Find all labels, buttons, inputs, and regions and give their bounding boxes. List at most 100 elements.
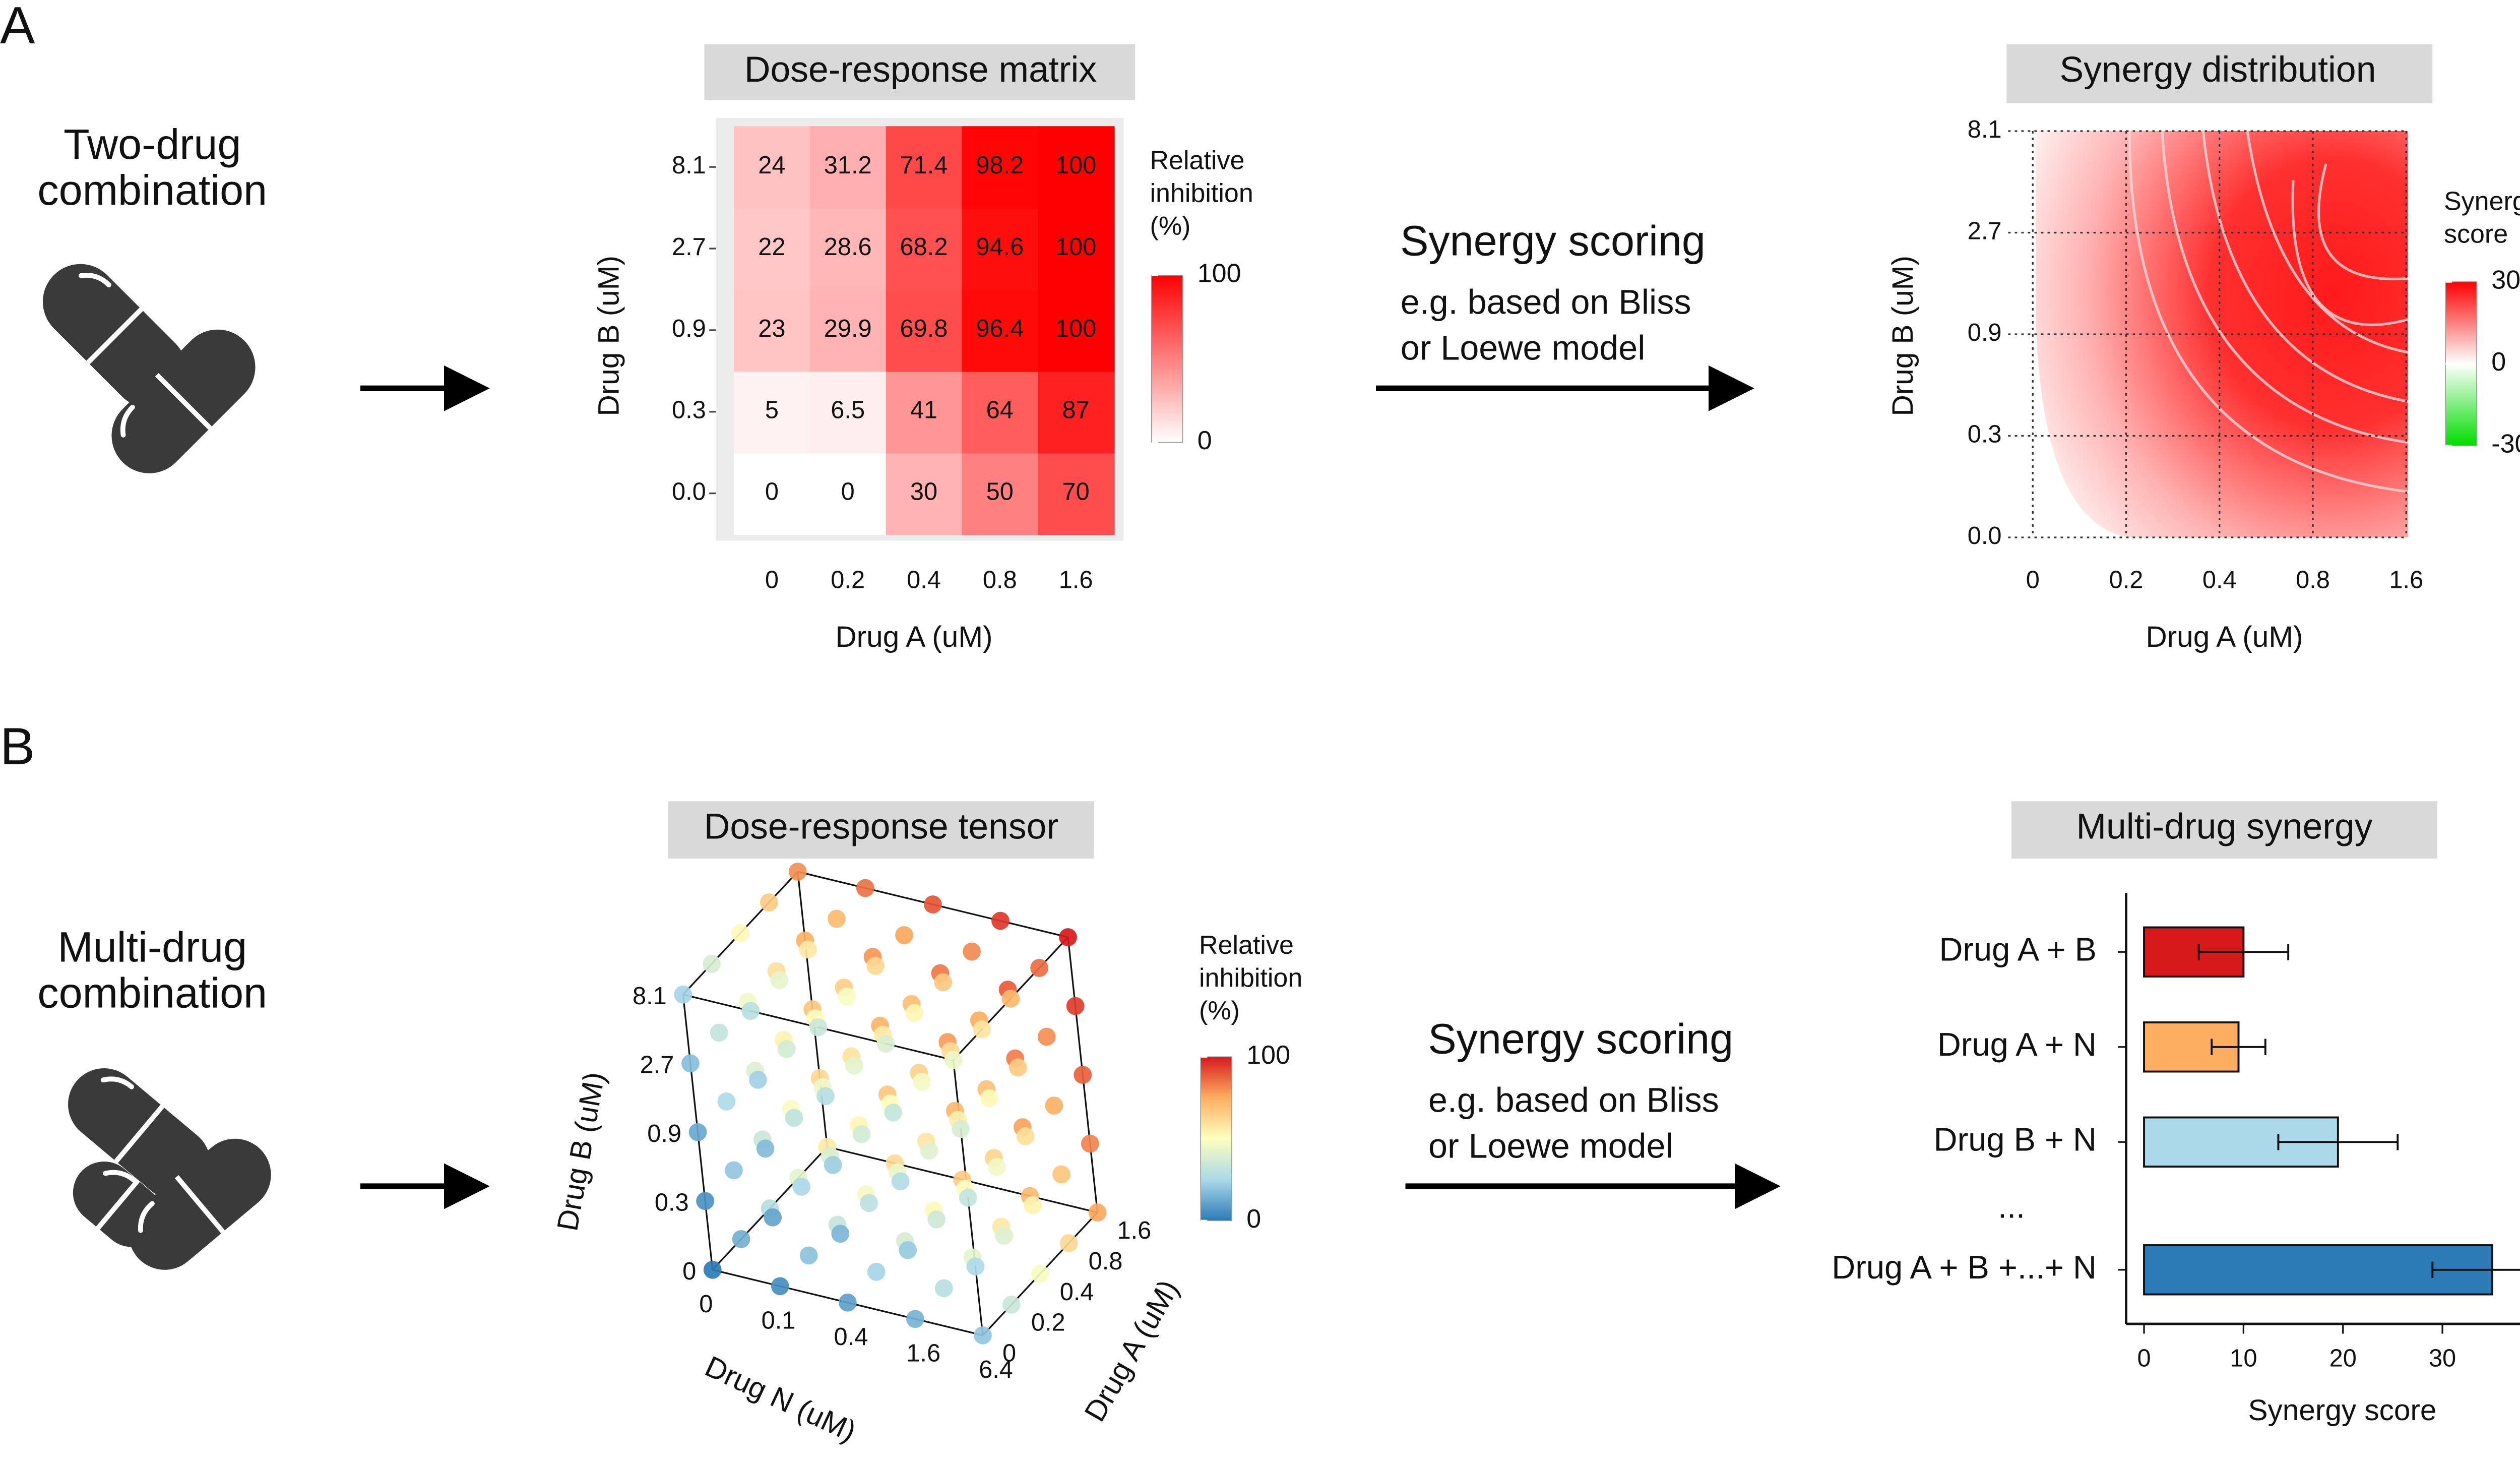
tensor-point (799, 1246, 818, 1265)
pill (111, 329, 256, 473)
tensor-point (913, 1072, 931, 1091)
heat-cell (962, 371, 1039, 454)
n-tick-label: 0.1 (762, 1307, 796, 1334)
arrows (360, 365, 1781, 1209)
tensor-point (980, 1089, 998, 1108)
y-tick-label: 2.7 (1968, 217, 2002, 245)
tensor-point (944, 1051, 963, 1069)
n-tick-label: 0 (699, 1291, 713, 1318)
x-tick-label: 0.2 (2109, 567, 2144, 594)
title-boxes (668, 44, 2437, 859)
b-axis-label: Drug B (uM) (551, 1070, 611, 1234)
a-tick-label: 1.6 (1117, 1217, 1152, 1244)
tensor-point (703, 1260, 722, 1279)
pill-shine (103, 1170, 137, 1183)
x-tick-label: 0.8 (2296, 567, 2330, 594)
tensor-point (792, 1177, 810, 1196)
panel-title: Synergy distribution (2060, 49, 2376, 90)
cell-label: 100 (1055, 315, 1096, 342)
pill-seam (174, 1175, 225, 1234)
y-tick-label: 0.3 (1968, 420, 2002, 448)
legend-title: inhibition (1150, 178, 1253, 208)
tensor-point (927, 1210, 946, 1229)
legend-title: (%) (1199, 996, 1240, 1025)
cell-label: 29.9 (824, 315, 872, 342)
legend-tick-label: -30 (2491, 430, 2520, 459)
x-tick-label: 30 (2429, 1345, 2456, 1372)
pill-shine (100, 1076, 135, 1089)
y-tick-label: 8.1 (1968, 116, 2002, 143)
tensor-point (852, 1125, 871, 1143)
a-tick-label: 0.4 (1060, 1278, 1094, 1306)
cell-label: 0 (841, 478, 855, 505)
y-tick-label: 0.0 (1968, 522, 2002, 550)
tensor-point (696, 1192, 714, 1210)
heat-cell (809, 371, 887, 454)
cell-label: 98.2 (976, 152, 1024, 179)
pill-shine (78, 273, 111, 288)
y-tick-label: 0.9 (1968, 319, 2002, 346)
tensor-point (731, 924, 749, 942)
cell-label: 94.6 (976, 233, 1024, 261)
heat-cell (962, 289, 1039, 372)
legend-title: score (2444, 220, 2508, 249)
tensor-point (866, 957, 885, 975)
tensor-point (934, 1279, 953, 1298)
heat-cell (1038, 126, 1115, 209)
tensor-point (899, 1241, 917, 1259)
tensor-point (717, 1092, 736, 1111)
legend-title: inhibition (1199, 963, 1302, 993)
n-tick-label: 6.4 (979, 1356, 1013, 1383)
tensor-point (760, 893, 778, 911)
legend-tick-label: 100 (1246, 1041, 1290, 1070)
tensor-point (809, 1018, 828, 1037)
tensor-point (1016, 1127, 1035, 1145)
tensor-point (1081, 1134, 1099, 1153)
tensor-point (1002, 1295, 1021, 1314)
cell-label: 64 (986, 397, 1014, 424)
cell-label: 22 (758, 233, 785, 261)
heat-cell (734, 208, 811, 290)
tensor-point (845, 1056, 863, 1075)
x-tick-label: 0 (2026, 567, 2040, 594)
tensor-point (799, 940, 817, 959)
pill-seam (155, 373, 212, 430)
cell-label: 24 (758, 152, 785, 179)
tensor-point (934, 973, 953, 992)
x-tick-label: 0.2 (831, 567, 865, 594)
tensor-point (995, 1227, 1014, 1245)
tensor-point (906, 1310, 924, 1328)
b-tick-label: 0.3 (655, 1189, 689, 1216)
tensor-point (876, 1034, 895, 1053)
tensor-point (788, 863, 807, 881)
tensor-point (828, 909, 846, 928)
contour (2201, 131, 2408, 403)
heat-cell (962, 126, 1039, 209)
tensor-point (681, 1054, 700, 1073)
heat-cell (1038, 371, 1115, 454)
tensor-point (816, 1087, 835, 1106)
tensor-point (741, 1002, 760, 1020)
legend-tick-label: 0 (2491, 347, 2506, 377)
cell-label: 6.5 (831, 397, 865, 424)
cell-label: 23 (758, 315, 785, 342)
x-tick-label: 1.6 (2389, 567, 2423, 594)
tensor-point (891, 1172, 910, 1191)
tensor-point (924, 895, 942, 913)
method-note: or Loewe model (1401, 329, 1646, 368)
tensor-point (991, 911, 1010, 930)
tensor-point (838, 987, 856, 1006)
b-tick-label: 2.7 (640, 1052, 674, 1079)
cell-label: 41 (910, 397, 937, 424)
heat-cell (809, 126, 887, 209)
contour (2161, 131, 2408, 444)
x-tick-label: 1.6 (1059, 567, 1093, 594)
cell-label: 100 (1055, 233, 1096, 261)
n-tick-label: 0.4 (834, 1323, 868, 1351)
b-tick-label: 0 (682, 1258, 696, 1285)
category-label: ... (1998, 1188, 2025, 1225)
pill (68, 1068, 211, 1200)
x-axis-label: Drug A (uM) (835, 621, 992, 653)
b-tick-label: 8.1 (633, 983, 667, 1010)
tensor-point (770, 971, 789, 990)
